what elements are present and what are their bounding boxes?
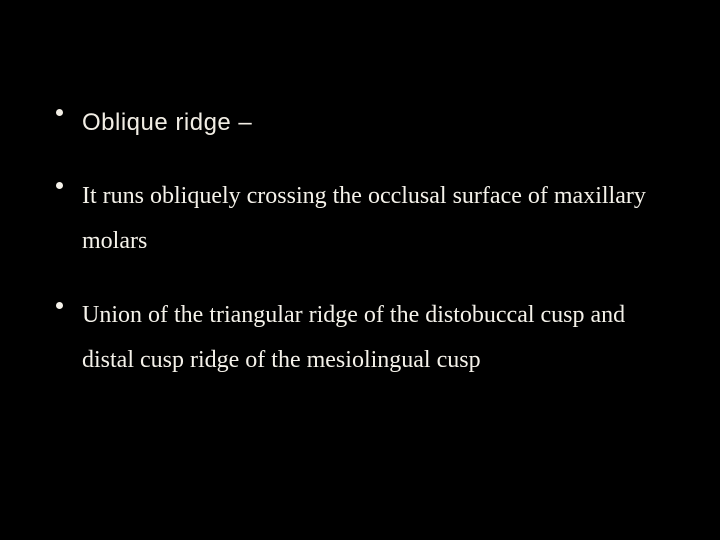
bullet-title-text: Oblique ridge – — [82, 109, 252, 136]
bullet-list: Oblique ridge – It runs obliquely crossi… — [50, 100, 670, 384]
list-item: Oblique ridge – — [50, 100, 670, 146]
bullet-icon — [56, 182, 63, 189]
bullet-body-text: Union of the triangular ridge of the dis… — [82, 302, 625, 374]
bullet-body-text: It runs obliquely crossing the occlusal … — [82, 183, 646, 255]
bullet-icon — [56, 109, 63, 116]
bullet-icon — [56, 302, 63, 309]
slide: Oblique ridge – It runs obliquely crossi… — [0, 0, 720, 540]
list-item: It runs obliquely crossing the occlusal … — [50, 174, 670, 265]
list-item: Union of the triangular ridge of the dis… — [50, 293, 670, 384]
